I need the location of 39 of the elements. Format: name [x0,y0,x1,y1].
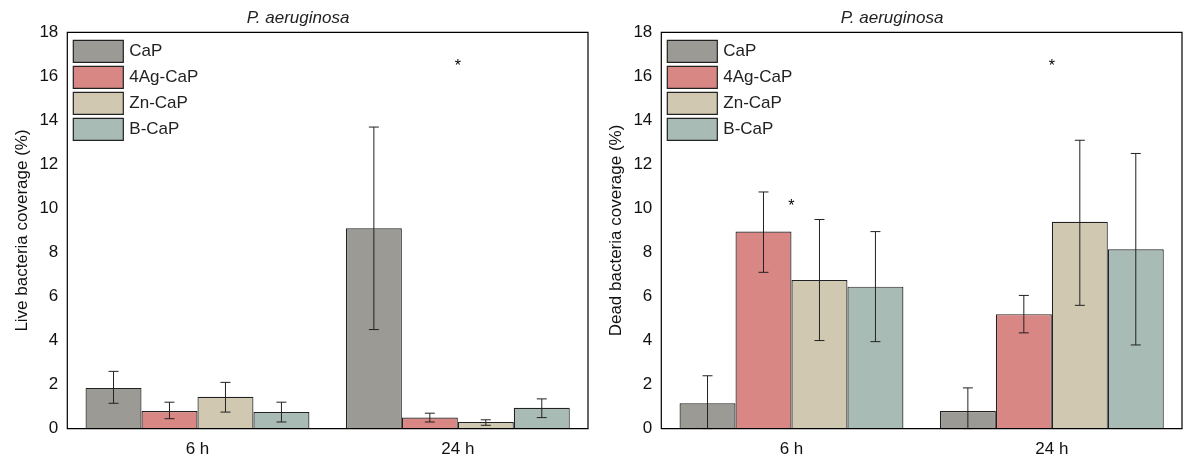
legend-label: Zn-CaP [129,93,188,113]
y-tick-label: 16 [633,66,653,86]
y-tick-label: 4 [642,330,653,350]
y-axis-title: Dead bacteria coverage (%) [605,124,625,337]
y-tick-label: 12 [39,154,59,174]
x-tick-label: 6 h [185,439,210,459]
y-tick-label: 14 [39,110,59,130]
y-tick-label: 6 [642,286,653,306]
legend-label: 4Ag-CaP [723,67,793,87]
legend-label: B-CaP [723,119,774,139]
y-tick-label: 18 [633,22,653,42]
x-tick-label: 24 h [441,439,475,459]
chart-title: P. aeruginosa [246,7,350,27]
y-tick-label: 18 [39,22,59,42]
legend-label: 4Ag-CaP [129,67,199,87]
annotation: * [1048,56,1055,74]
y-tick-label: 10 [39,198,59,218]
y-tick-label: 2 [48,374,59,394]
annotation: * [454,56,461,74]
y-tick-label: 6 [48,286,59,306]
y-tick-label: 12 [633,154,653,174]
legend-label: Zn-CaP [723,93,782,113]
legend-label: CaP [723,41,757,61]
y-tick-label: 0 [642,418,653,438]
chart-title: P. aeruginosa [840,7,944,27]
y-tick-label: 10 [633,198,653,218]
legend-label: CaP [129,41,163,61]
y-tick-label: 8 [642,242,653,262]
y-tick-label: 4 [48,330,59,350]
annotation: * [788,196,795,214]
x-tick-label: 6 h [779,439,804,459]
legend-label: B-CaP [129,119,180,139]
y-tick-label: 14 [633,110,653,130]
y-tick-label: 0 [48,418,59,438]
y-tick-label: 8 [48,242,59,262]
y-tick-label: 16 [39,66,59,86]
y-tick-label: 2 [642,374,653,394]
y-axis-title: Live bacteria coverage (%) [11,129,31,332]
x-tick-label: 24 h [1035,439,1069,459]
